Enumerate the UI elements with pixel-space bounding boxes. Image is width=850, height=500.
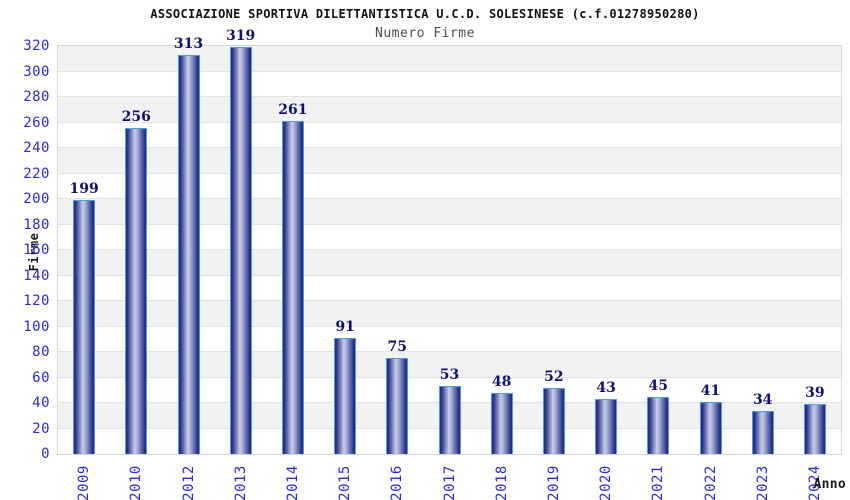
bar-value-label: 313 bbox=[173, 35, 204, 52]
x-tick-label: 2019 bbox=[545, 465, 562, 500]
plot-band bbox=[58, 71, 841, 97]
y-tick-label: 300 bbox=[23, 63, 50, 80]
x-tick-label: 2021 bbox=[650, 465, 667, 500]
x-tick-label: 2014 bbox=[284, 465, 301, 500]
x-axis-title: Anno bbox=[813, 477, 846, 492]
plot-band bbox=[58, 275, 841, 301]
y-tick-label: 160 bbox=[23, 242, 50, 258]
bar bbox=[334, 337, 357, 454]
x-tick-label: 2016 bbox=[389, 465, 406, 500]
plot-band bbox=[58, 250, 841, 276]
bar-value-label: 45 bbox=[648, 377, 669, 394]
bar-value-label: 41 bbox=[700, 382, 721, 399]
bar bbox=[73, 200, 96, 454]
bar-value-label: 319 bbox=[226, 28, 256, 45]
y-tick-label: 40 bbox=[32, 395, 50, 411]
y-tick-label: 180 bbox=[23, 216, 50, 233]
plot-band bbox=[58, 148, 841, 174]
bar-value-label: 199 bbox=[69, 181, 99, 198]
x-tick-label: 2010 bbox=[128, 465, 145, 500]
bar bbox=[542, 387, 565, 454]
bar bbox=[751, 410, 774, 454]
y-tick-label: 120 bbox=[23, 293, 50, 309]
bar-value-label: 53 bbox=[439, 367, 460, 384]
bar bbox=[177, 54, 200, 454]
y-tick-label: 240 bbox=[23, 140, 50, 156]
plot-band bbox=[58, 326, 841, 352]
plot-area: 0 20 40 60 80 100 120 140 160 180 200 220 240 260 280 3… bbox=[23, 29, 841, 500]
x-tick-label: 2020 bbox=[598, 465, 615, 500]
x-tick-label: 2015 bbox=[337, 465, 354, 500]
plot-band bbox=[58, 301, 841, 327]
plot-band bbox=[58, 122, 841, 148]
gridline bbox=[58, 223, 841, 225]
y-tick-label: 20 bbox=[32, 420, 50, 437]
bar bbox=[647, 396, 670, 454]
gridline bbox=[58, 121, 841, 123]
x-tick-label: 2013 bbox=[232, 465, 249, 500]
gridline bbox=[58, 147, 841, 148]
x-tick-label: 2023 bbox=[754, 465, 771, 500]
x-tick-label: 2017 bbox=[441, 465, 458, 500]
bar-value-label: 48 bbox=[491, 373, 512, 390]
bar bbox=[490, 392, 513, 454]
y-tick-label: 60 bbox=[32, 369, 50, 386]
bar bbox=[281, 121, 304, 454]
y-tick-label: 320 bbox=[23, 38, 50, 54]
bar-value-label: 39 bbox=[805, 385, 825, 402]
x-tick-label: 2012 bbox=[180, 465, 197, 500]
plot-band bbox=[58, 173, 841, 199]
gridline bbox=[58, 274, 841, 276]
bar bbox=[386, 358, 409, 454]
x-tick-label: 2009 bbox=[76, 465, 93, 500]
y-tick-label: 260 bbox=[23, 114, 50, 131]
x-tick-label: 2022 bbox=[702, 465, 719, 500]
bar bbox=[125, 127, 148, 454]
bar bbox=[699, 401, 722, 454]
bar-value-label: 52 bbox=[544, 368, 564, 385]
gridline bbox=[58, 351, 841, 352]
plot-band bbox=[58, 97, 841, 123]
gridline bbox=[58, 249, 841, 250]
y-tick-label: 80 bbox=[32, 344, 50, 360]
gridline bbox=[58, 376, 841, 378]
plot-band bbox=[58, 224, 841, 250]
gridline bbox=[58, 172, 841, 174]
y-tick-label: 0 bbox=[41, 446, 50, 462]
chart-title: ASSOCIAZIONE SPORTIVA DILETTANTISTICA U.… bbox=[150, 7, 700, 21]
gridline bbox=[58, 300, 841, 301]
y-tick-label: 200 bbox=[23, 191, 50, 207]
bar-value-label: 34 bbox=[752, 391, 773, 408]
y-tick-label: 100 bbox=[23, 318, 50, 335]
gridline bbox=[58, 96, 841, 97]
bar-value-label: 261 bbox=[278, 102, 308, 119]
bar-value-label: 256 bbox=[121, 108, 151, 125]
gridline bbox=[58, 325, 841, 327]
bar-value-label: 91 bbox=[335, 318, 355, 335]
bar bbox=[438, 386, 461, 454]
gridline bbox=[58, 70, 841, 72]
gridline bbox=[58, 198, 841, 199]
bar bbox=[595, 399, 618, 454]
bar bbox=[803, 404, 826, 454]
bar bbox=[229, 47, 252, 454]
plot-band bbox=[58, 199, 841, 225]
bar-value-label: 75 bbox=[387, 339, 408, 356]
x-tick-label: 2018 bbox=[493, 465, 510, 500]
chart-subtitle: Numero Firme bbox=[375, 26, 475, 41]
bar-value-label: 43 bbox=[596, 380, 616, 397]
y-tick-label: 140 bbox=[23, 267, 50, 284]
y-tick-label: 280 bbox=[23, 89, 50, 105]
y-tick-label: 220 bbox=[23, 165, 50, 182]
